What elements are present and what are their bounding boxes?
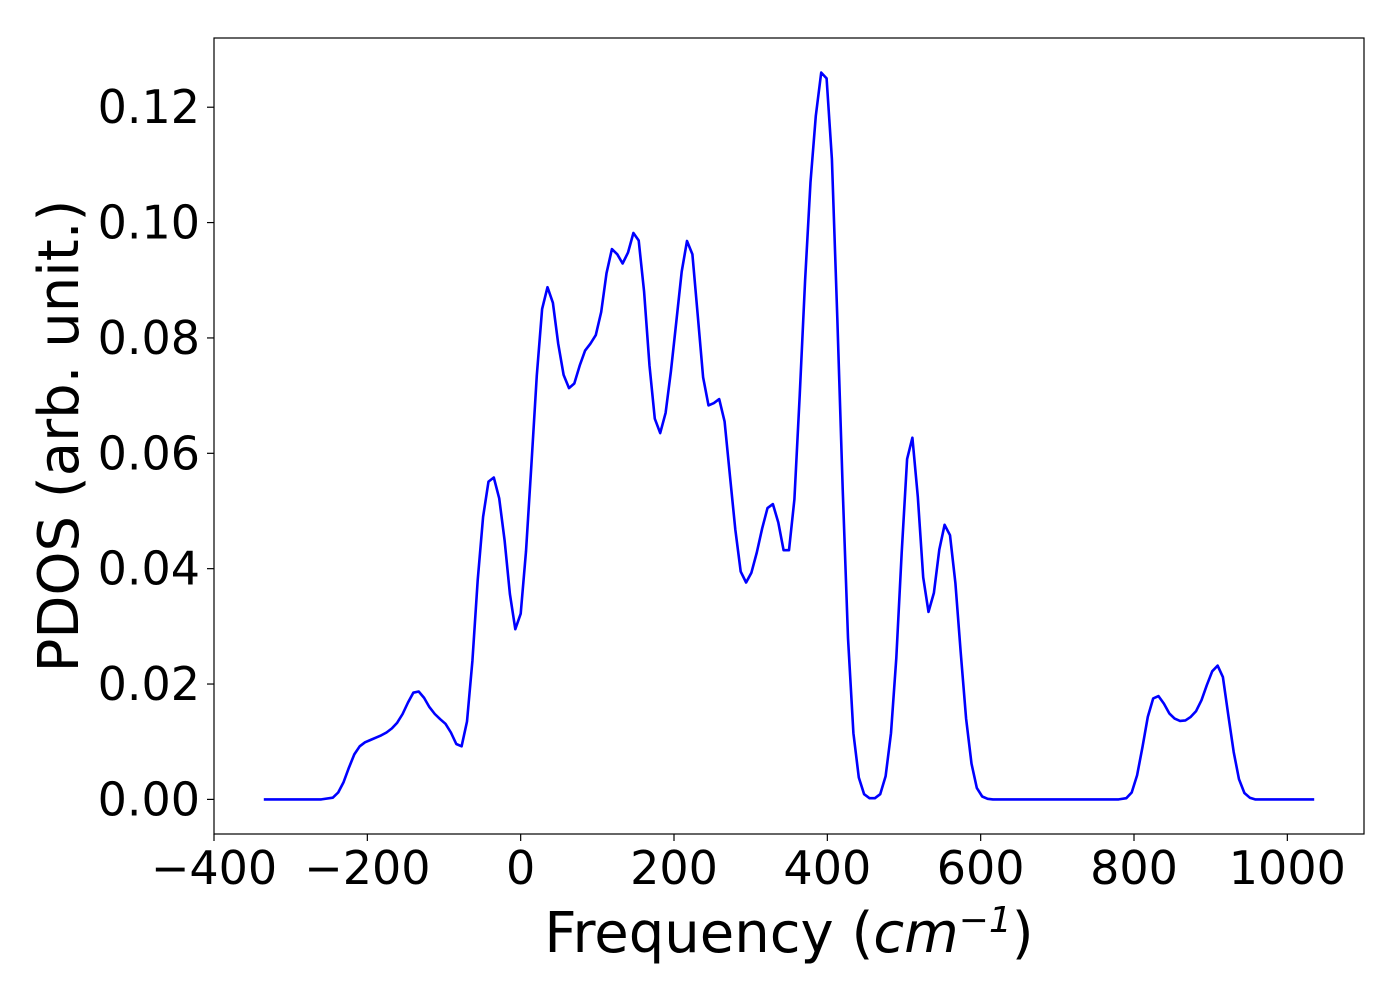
x-tick-label: 1000 bbox=[1229, 841, 1346, 895]
x-axis-title-suffix: ) bbox=[1012, 901, 1034, 966]
x-axis-title-unit: cm bbox=[873, 901, 958, 966]
y-tick-label: 0.06 bbox=[98, 426, 200, 480]
x-tick-label: 200 bbox=[630, 841, 718, 895]
x-axis-title-prefix: Frequency ( bbox=[544, 901, 873, 966]
x-tick-label: 400 bbox=[783, 841, 871, 895]
series-line-0 bbox=[263, 71, 1315, 801]
plot-frame bbox=[213, 37, 1365, 835]
x-axis-title-exponent: −1 bbox=[959, 900, 1012, 941]
y-tick-label: 0.02 bbox=[98, 657, 200, 711]
y-tick-label: 0.12 bbox=[98, 80, 200, 134]
y-tick-label: 0.04 bbox=[98, 542, 200, 596]
x-tick-label: 800 bbox=[1090, 841, 1178, 895]
y-axis-title: PDOS (arb. unit.) bbox=[27, 200, 92, 673]
y-tick-label: 0.00 bbox=[98, 772, 200, 826]
x-tick-label: −400 bbox=[151, 841, 277, 895]
tick-layer: −400 −200 0 200 400 600 800 1000 0.00 0.02 0.04 0.0… bbox=[98, 80, 1346, 895]
x-tick-label: 600 bbox=[937, 841, 1025, 895]
x-tick-label: 0 bbox=[506, 841, 535, 895]
x-axis-title: Frequency (cm−1) bbox=[544, 900, 1033, 967]
y-tick-label: 0.08 bbox=[98, 311, 200, 365]
y-tick-label: 0.10 bbox=[98, 196, 200, 250]
x-tick-label: −200 bbox=[304, 841, 430, 895]
plot-layer bbox=[263, 71, 1315, 801]
